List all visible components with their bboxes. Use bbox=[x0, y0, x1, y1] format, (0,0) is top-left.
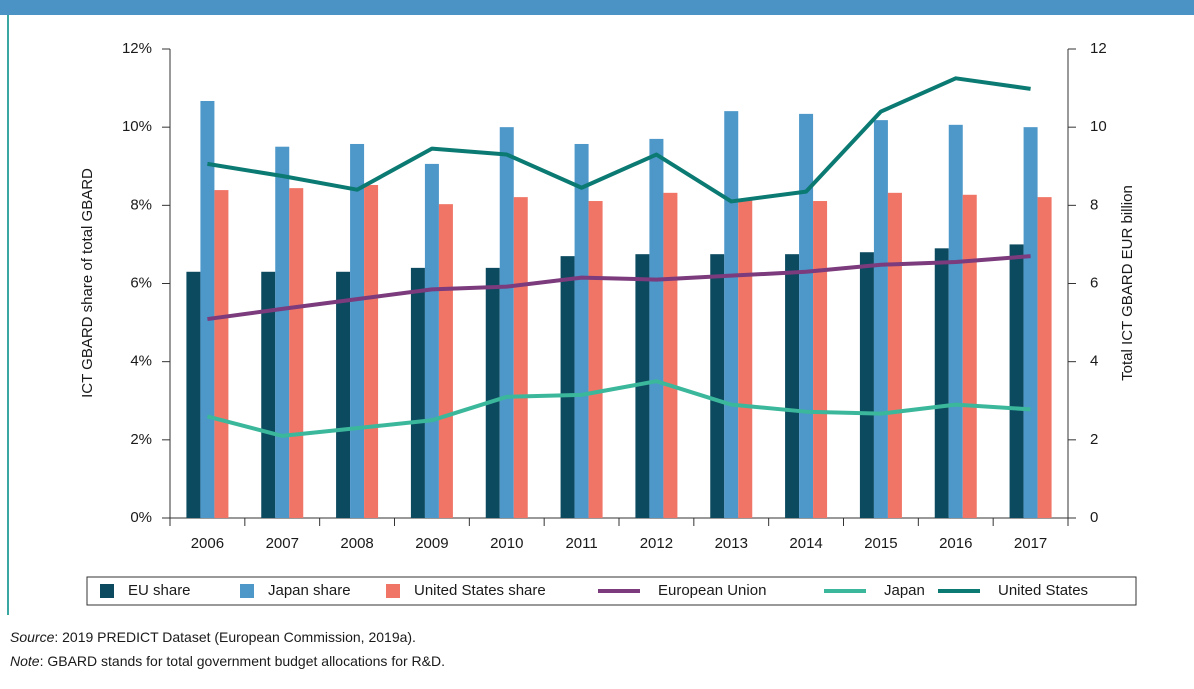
bar bbox=[859, 252, 874, 518]
bar bbox=[336, 271, 351, 518]
source-text: Source: 2019 PREDICT Dataset (European C… bbox=[10, 629, 416, 645]
legend-swatch bbox=[240, 584, 254, 598]
legend-label: United States share bbox=[414, 582, 546, 599]
y2-tick-label: 8 bbox=[1090, 196, 1098, 213]
bar bbox=[350, 143, 365, 518]
bar bbox=[214, 190, 229, 519]
bar bbox=[261, 271, 276, 518]
source-label: Source bbox=[10, 629, 55, 645]
x-tick-label: 2016 bbox=[939, 535, 972, 552]
y-tick-label: 8% bbox=[130, 196, 152, 213]
x-tick-label: 2008 bbox=[340, 535, 373, 552]
bar bbox=[962, 194, 977, 519]
x-tick-label: 2014 bbox=[789, 535, 822, 552]
x-tick-label: 2011 bbox=[565, 535, 597, 552]
bar bbox=[635, 254, 650, 518]
y-axis-label: ICT GBARD share of total GBARD bbox=[79, 168, 96, 398]
bar bbox=[887, 192, 902, 518]
y2-tick-label: 0 bbox=[1090, 509, 1098, 526]
y2-tick-label: 10 bbox=[1090, 118, 1107, 135]
bar bbox=[513, 197, 528, 518]
header-band bbox=[0, 0, 1194, 15]
y2-tick-label: 6 bbox=[1090, 274, 1098, 291]
y-tick-label: 6% bbox=[130, 274, 152, 291]
x-tick-label: 2013 bbox=[715, 535, 748, 552]
bar bbox=[186, 271, 201, 518]
bar bbox=[948, 124, 963, 519]
bar bbox=[364, 185, 379, 518]
bar bbox=[560, 256, 575, 518]
bar bbox=[934, 248, 949, 518]
bar bbox=[738, 199, 753, 518]
y2-tick-label: 2 bbox=[1090, 431, 1098, 448]
bar bbox=[1023, 127, 1038, 519]
bar bbox=[275, 146, 290, 519]
bar bbox=[813, 201, 828, 518]
legend-label: EU share bbox=[128, 582, 191, 599]
line bbox=[207, 76, 1031, 204]
bar bbox=[710, 254, 725, 518]
x-tick-label: 2007 bbox=[266, 535, 299, 552]
y2-axis-label: Total ICT GBARD EUR billion bbox=[1119, 185, 1136, 381]
legend-label: Japan share bbox=[268, 582, 351, 599]
legend-swatch bbox=[386, 584, 400, 598]
legend-label: United States bbox=[998, 582, 1088, 599]
y2-tick-label: 4 bbox=[1090, 353, 1098, 370]
note-label: Note bbox=[10, 653, 40, 669]
legend-label: Japan bbox=[884, 582, 925, 599]
bar bbox=[438, 204, 453, 518]
y-tick-label: 4% bbox=[130, 353, 152, 370]
bar bbox=[1037, 197, 1052, 518]
y-tick-label: 0% bbox=[130, 509, 152, 526]
bar bbox=[289, 188, 304, 519]
bar bbox=[499, 127, 514, 519]
y2-tick-label: 12 bbox=[1090, 40, 1107, 57]
bar bbox=[410, 267, 425, 518]
legend-label: European Union bbox=[658, 582, 766, 599]
note-text: Note: GBARD stands for total government … bbox=[10, 653, 445, 669]
bar bbox=[574, 143, 589, 518]
y-tick-label: 2% bbox=[130, 431, 152, 448]
bar bbox=[799, 113, 814, 519]
bar bbox=[663, 192, 678, 518]
bar bbox=[873, 120, 888, 519]
y-tick-label: 12% bbox=[122, 40, 152, 57]
bar bbox=[485, 267, 500, 518]
bar bbox=[1009, 244, 1024, 518]
bar bbox=[785, 254, 800, 518]
legend-box bbox=[86, 576, 1137, 606]
bar bbox=[200, 100, 215, 518]
bar bbox=[724, 111, 739, 518]
x-tick-label: 2006 bbox=[191, 535, 224, 552]
x-tick-label: 2017 bbox=[1014, 535, 1047, 552]
note: : GBARD stands for total government budg… bbox=[40, 653, 445, 669]
line bbox=[206, 379, 1031, 438]
x-tick-label: 2015 bbox=[864, 535, 897, 552]
y-tick-label: 10% bbox=[122, 118, 152, 135]
line bbox=[207, 254, 1031, 322]
x-tick-label: 2012 bbox=[640, 535, 673, 552]
bar bbox=[424, 163, 439, 518]
legend-swatch bbox=[100, 584, 114, 598]
x-tick-label: 2009 bbox=[415, 535, 448, 552]
bar bbox=[649, 138, 664, 518]
bar bbox=[588, 201, 603, 518]
x-tick-label: 2010 bbox=[490, 535, 523, 552]
source: : 2019 PREDICT Dataset (European Commiss… bbox=[54, 629, 416, 645]
